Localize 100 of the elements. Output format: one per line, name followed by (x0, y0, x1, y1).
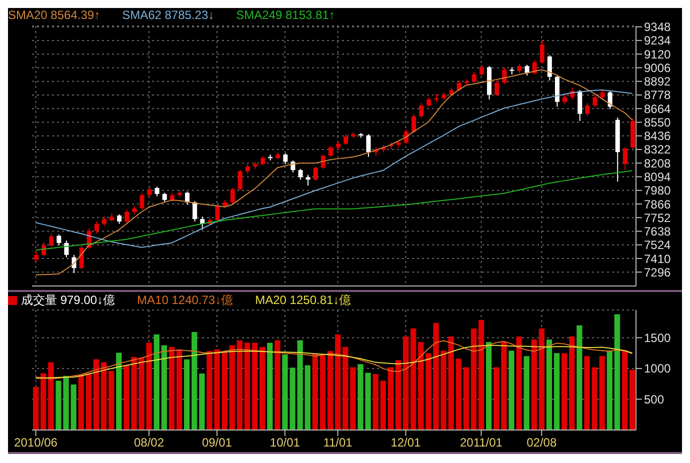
bar (418, 342, 424, 430)
bar (86, 373, 92, 430)
bar (463, 367, 469, 430)
bar (501, 342, 507, 430)
candlestick (320, 154, 326, 170)
bar (614, 314, 620, 430)
x-tick-label: 09/01 (202, 436, 232, 450)
candlestick (547, 54, 552, 81)
y-tick-label: 7752 (644, 210, 672, 225)
candlestick (124, 208, 130, 224)
x-tick-label: 11/01 (323, 436, 353, 450)
candlestick (147, 185, 152, 197)
bar (372, 374, 378, 430)
candlestick (600, 89, 605, 100)
bar (252, 342, 258, 430)
text: SMA20 8564.39↑ (8, 8, 100, 22)
bar (40, 373, 46, 430)
candlestick (472, 72, 476, 84)
text: SMA249 8153.81↑ (236, 8, 335, 22)
candlestick (56, 234, 62, 246)
bar (154, 334, 160, 430)
candlestick (298, 168, 303, 180)
text: MA20 1250.81↓億 (255, 292, 352, 309)
candlestick (494, 80, 500, 96)
y-tick-label: 7296 (644, 265, 672, 280)
bar (531, 340, 537, 430)
bar (320, 355, 326, 430)
candlestick (140, 192, 144, 210)
candlestick (313, 166, 318, 182)
bar (606, 350, 612, 430)
candlestick (306, 174, 310, 186)
candlestick (578, 89, 582, 122)
y-tick-label: 1500 (644, 330, 672, 345)
bar (562, 353, 568, 430)
candlestick (230, 187, 235, 204)
y-tick-label: 8550 (644, 115, 672, 130)
candlestick (238, 170, 242, 191)
candlestick (366, 134, 371, 158)
bar (327, 351, 334, 430)
y-tick-label: 9348 (644, 20, 672, 34)
y-tick-label: 7524 (644, 238, 672, 252)
bar (116, 352, 122, 430)
y-tick-label: 7638 (644, 224, 672, 239)
bar (599, 356, 605, 430)
bar (456, 358, 462, 430)
text: SMA62 8785.23↓ (122, 8, 214, 22)
bar (168, 346, 175, 430)
y-tick-label: 500 (644, 392, 664, 406)
bar (267, 342, 273, 430)
bar (100, 362, 107, 430)
bar (470, 328, 477, 430)
bar (380, 380, 386, 430)
bar (508, 350, 514, 430)
bar (554, 353, 560, 430)
bar (576, 325, 582, 430)
bar (93, 359, 100, 430)
candlestick (502, 66, 507, 84)
candlestick (200, 216, 205, 230)
candlestick (79, 244, 84, 270)
bar (146, 342, 152, 430)
bar (222, 352, 228, 430)
candlestick (102, 216, 106, 227)
bar (274, 340, 280, 430)
candlestick (412, 113, 416, 134)
y-tick-label: 8208 (644, 156, 672, 170)
candlestick (117, 214, 122, 224)
bar (312, 354, 318, 430)
bar (184, 359, 190, 430)
candlestick (540, 39, 544, 64)
bar (478, 320, 484, 430)
bar (229, 345, 235, 430)
bar (350, 367, 356, 430)
y-tick-label: 9234 (644, 34, 672, 48)
candlestick (585, 102, 590, 117)
bar (161, 345, 167, 430)
bar (244, 342, 250, 430)
bar (426, 353, 432, 430)
candlestick (94, 220, 99, 234)
candlestick (34, 250, 39, 263)
candlestick (260, 155, 266, 166)
bar (70, 384, 76, 430)
candlestick (64, 240, 69, 258)
text: MA10 1240.73↓億 (137, 292, 234, 309)
candlestick (562, 93, 568, 105)
bar (410, 328, 416, 430)
bar (124, 365, 130, 430)
y-tick-label: 7410 (644, 252, 672, 266)
bar (516, 336, 522, 430)
x-tick-label: 02/08 (526, 436, 557, 450)
bar (395, 360, 402, 430)
bar (569, 336, 575, 430)
bar (199, 374, 205, 430)
candlestick (622, 146, 628, 171)
bar (335, 334, 341, 430)
bar (176, 349, 182, 430)
y-tick-label: 8322 (644, 142, 672, 157)
candlestick (215, 204, 220, 222)
candlestick (49, 232, 54, 248)
bar (402, 336, 409, 430)
candlestick (419, 102, 424, 118)
